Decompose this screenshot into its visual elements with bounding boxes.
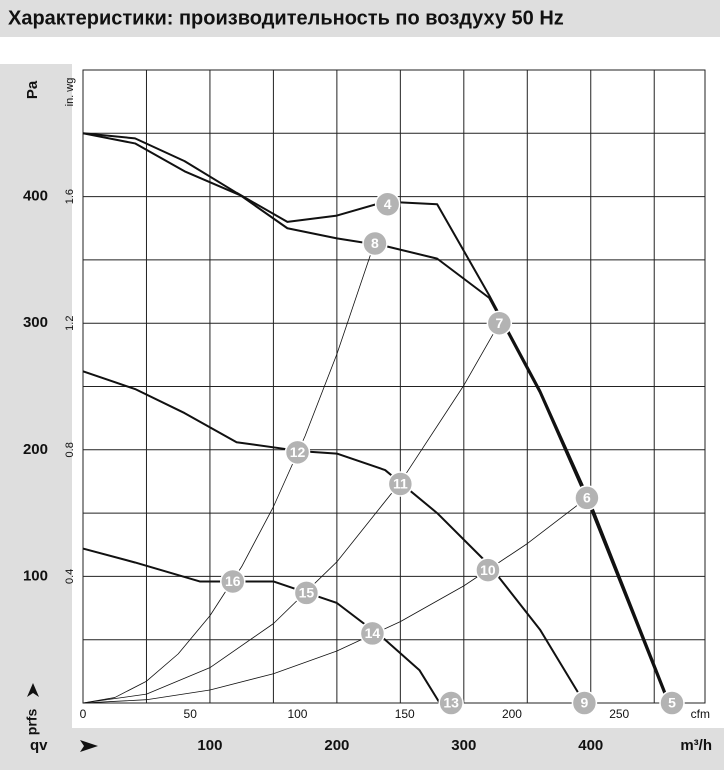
point-label: 12 [290,444,306,460]
x-tick-label: 400 [578,737,603,754]
point-label: 5 [668,695,676,711]
operating-point [574,485,600,511]
operating-point [362,230,388,257]
x2-tick-label: 100 [287,707,307,721]
x-arrow [80,740,98,752]
y-arrow [27,683,39,697]
point-label: 14 [365,625,381,641]
point-label: 4 [384,196,392,212]
y2-tick-label: 1.6 [64,189,76,204]
x-axis-label: m³/h [680,737,712,754]
y2-tick-label: 0.4 [64,569,76,584]
operating-point [359,620,386,647]
x2-tick-label: 150 [395,707,415,721]
operating-point [220,568,246,595]
y-tick-label: 100 [23,567,48,584]
x-tick-label: 300 [451,737,476,754]
operating-point [475,557,501,583]
curve [82,370,586,704]
y2-tick-label: 1.2 [64,316,76,331]
operating-point [374,191,401,217]
x2-tick-label: 0 [80,707,87,721]
operating-point [571,690,598,716]
y2-axis-label: in. wg [64,78,76,107]
operating-point [387,471,414,497]
chart-title: Характеристики: производительность по во… [8,7,564,29]
x-tick-label: 100 [197,737,222,754]
point-label: 7 [495,315,503,331]
x-tick-label: 200 [324,737,349,754]
point-label: 10 [480,562,496,578]
operating-point [486,310,513,336]
y-axis-label: Pa [24,80,41,99]
operating-point [438,690,464,716]
y-symbol: prfs [24,709,40,736]
operating-point [659,690,685,716]
x-symbol: qv [30,737,48,754]
y-tick-label: 400 [23,188,48,205]
point-label: 16 [225,573,241,589]
y2-tick-label: 0.8 [64,442,76,457]
point-label: 6 [583,490,591,506]
point-label: 13 [443,695,459,711]
bottom-strip [0,728,724,770]
y-tick-label: 200 [23,441,48,458]
left-strip [0,64,72,770]
x2-axis-label: cfm [691,707,710,721]
point-label: 9 [581,695,589,711]
operating-point [293,580,320,606]
point-label: 11 [393,476,408,492]
curve [82,132,670,704]
point-label: 15 [299,585,315,601]
curve [82,132,671,704]
x2-tick-label: 250 [609,707,629,721]
title-bar [0,0,720,37]
operating-point [284,439,311,466]
x2-tick-label: 200 [502,707,522,721]
curve [82,497,588,704]
x2-tick-label: 50 [184,707,198,721]
y-tick-label: 300 [23,314,48,331]
point-label: 8 [371,235,379,251]
